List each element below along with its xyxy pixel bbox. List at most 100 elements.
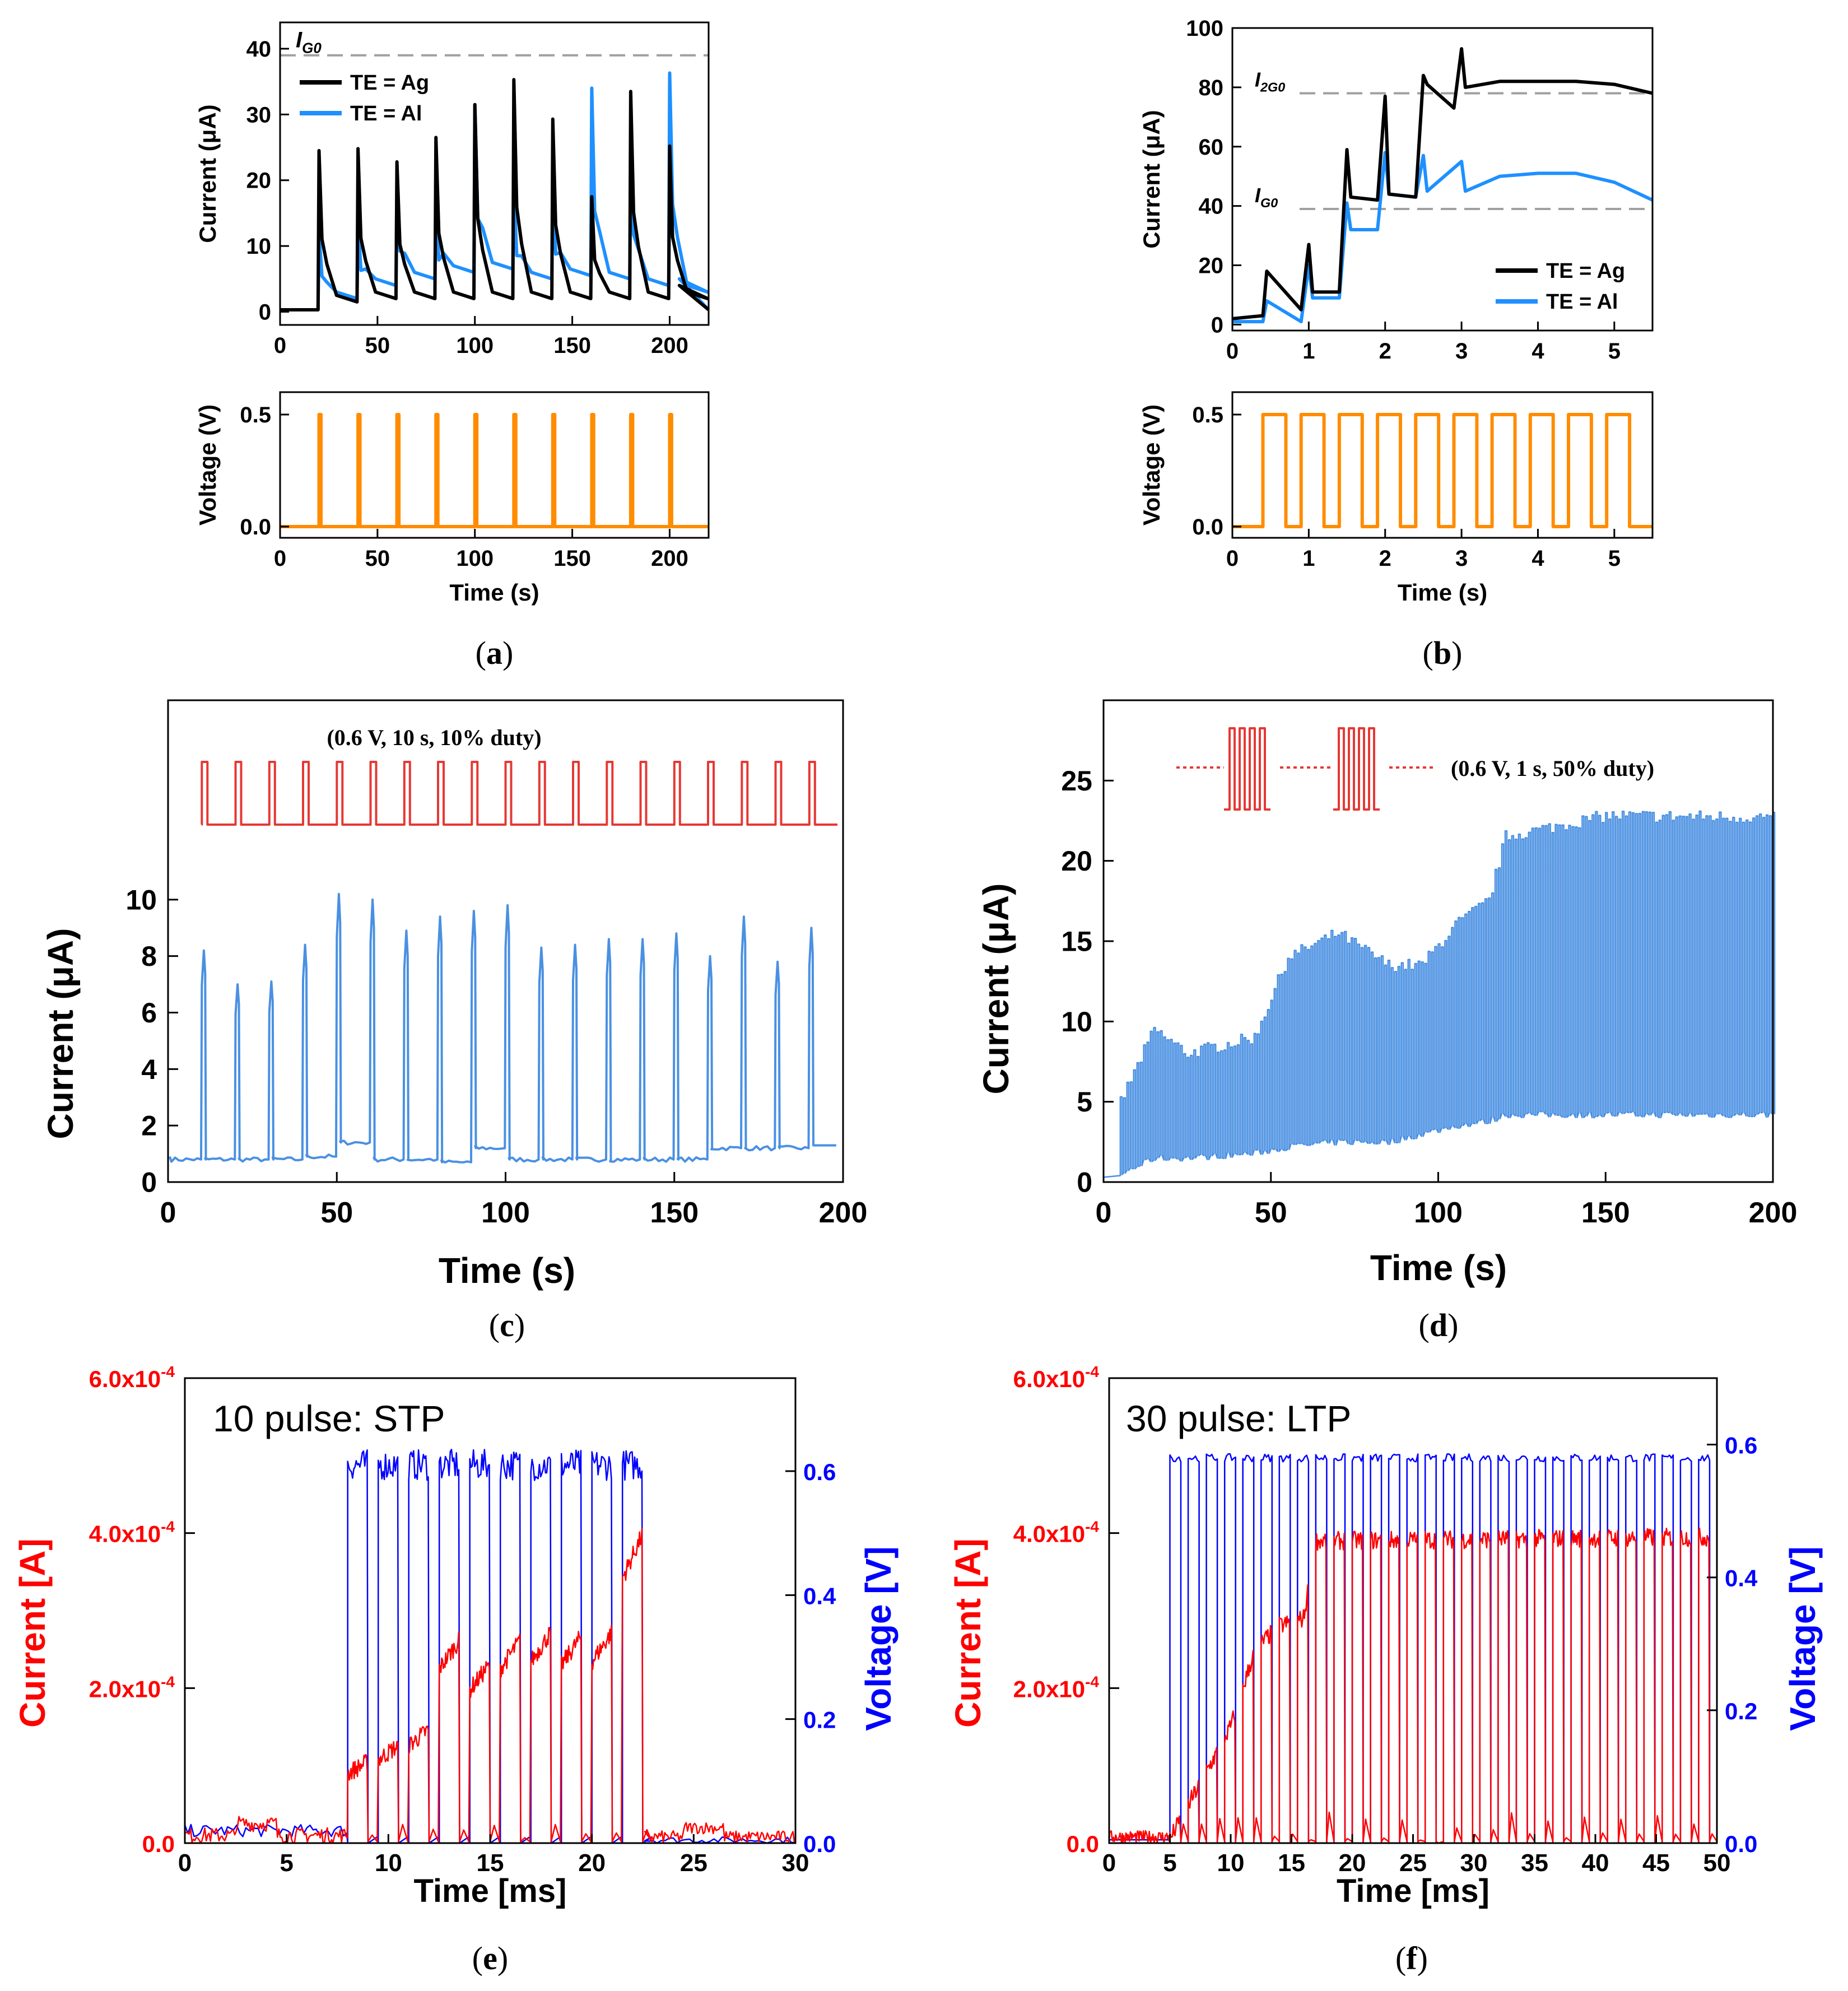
tick-mantissa: 0.0 bbox=[142, 1831, 175, 1857]
voltage-trace-line bbox=[184, 1449, 796, 1844]
tick-mantissa: 6.0x10 bbox=[89, 1366, 161, 1392]
x-tick-label: 100 bbox=[481, 1197, 530, 1229]
x-tick-label: 30 bbox=[1460, 1849, 1488, 1877]
y-right-tick-label: 0.6 bbox=[1725, 1432, 1757, 1459]
y-left-axis-label: Current [A] bbox=[12, 1538, 53, 1728]
tick-exponent: -4 bbox=[1085, 1518, 1099, 1536]
y-tick-label: 20 bbox=[1061, 845, 1092, 877]
y-tick-label: 80 bbox=[1199, 76, 1224, 100]
tick-exponent: -4 bbox=[1085, 1673, 1099, 1690]
x-tick-label: 150 bbox=[1581, 1197, 1630, 1229]
x-tick-label: 0 bbox=[1096, 1197, 1112, 1229]
y-right-tick-label: 0.0 bbox=[1725, 1831, 1757, 1857]
voltage-pulse-line bbox=[1232, 413, 1653, 528]
y-tick-label: 0.5 bbox=[1192, 403, 1223, 427]
y-tick-label: 0 bbox=[259, 300, 271, 325]
caption-paren: ( bbox=[472, 1940, 483, 1976]
y-right-tick-label: 0.2 bbox=[1725, 1698, 1757, 1724]
x-tick-label: 0 bbox=[274, 333, 286, 358]
caption-paren: ( bbox=[1419, 1307, 1430, 1343]
y-tick-label: 0.0 bbox=[240, 515, 271, 539]
panel-c: (0.6 V, 10 s, 10% duty) 0 50 100 150 200 0 2 4 6 8… bbox=[40, 699, 868, 1343]
panel-caption: (a) bbox=[476, 635, 514, 671]
y-left-tick-label: 6.0x10-4 bbox=[89, 1363, 175, 1392]
x-tick-label: 20 bbox=[1339, 1849, 1366, 1877]
y-right-tick-label: 0.4 bbox=[803, 1583, 836, 1609]
caption-paren: ) bbox=[514, 1307, 525, 1343]
y-left-tick-label: 2.0x10-4 bbox=[1013, 1673, 1100, 1702]
x-tick-label: 0 bbox=[1226, 339, 1239, 364]
x-tick-label: 20 bbox=[578, 1849, 606, 1877]
x-tick-label: 200 bbox=[819, 1197, 868, 1229]
ref-main: I bbox=[296, 28, 302, 53]
pulse-burst bbox=[1333, 727, 1380, 811]
tick-exponent: -4 bbox=[161, 1363, 175, 1380]
caption-letter: c bbox=[500, 1307, 514, 1343]
x-tick-label: 5 bbox=[1163, 1849, 1176, 1877]
y-right-axis-label: Voltage [V] bbox=[858, 1546, 899, 1731]
y-tick-label: 40 bbox=[1199, 194, 1224, 219]
ref-sub: 2G0 bbox=[1260, 80, 1285, 94]
y-axis-label: Voltage (V) bbox=[194, 404, 221, 525]
y-tick-label: 30 bbox=[246, 103, 272, 127]
caption-paren: ( bbox=[1423, 635, 1433, 671]
y-left-tick-label: 6.0x10-4 bbox=[1013, 1363, 1100, 1392]
b-top-frame bbox=[1231, 27, 1654, 332]
y-axis-label: Current (μA) bbox=[976, 883, 1016, 1095]
panel-caption: (b) bbox=[1423, 635, 1463, 671]
y-left-tick-label: 4.0x10-4 bbox=[89, 1518, 175, 1547]
tick-mantissa: 4.0x10 bbox=[1013, 1521, 1085, 1547]
legend-al-label: TE = Al bbox=[1546, 290, 1618, 314]
reference-label: I2G0 bbox=[1255, 68, 1285, 94]
x-tick-label: 0 bbox=[1102, 1849, 1116, 1877]
panel-caption: (e) bbox=[472, 1940, 508, 1976]
y-tick-label: 100 bbox=[1186, 16, 1223, 41]
ref-sub: G0 bbox=[302, 40, 322, 57]
x-tick-label: 10 bbox=[375, 1849, 402, 1877]
caption-paren: ( bbox=[476, 635, 486, 671]
x-tick-label: 3 bbox=[1455, 546, 1468, 571]
y-tick-label: 0 bbox=[141, 1167, 157, 1198]
y-left-tick-label: 0.0 bbox=[142, 1831, 175, 1857]
ref-main: I bbox=[1255, 184, 1261, 207]
x-tick-label: 5 bbox=[1608, 546, 1621, 571]
current-trace-line bbox=[1108, 1527, 1718, 1844]
y-tick-label: 0.5 bbox=[240, 403, 271, 427]
caption-paren: ) bbox=[502, 635, 513, 671]
tick-exponent: -4 bbox=[1085, 1363, 1099, 1380]
x-tick-label: 50 bbox=[1703, 1849, 1731, 1877]
y-tick-label: 5 bbox=[1077, 1086, 1092, 1118]
x-tick-label: 100 bbox=[1414, 1197, 1463, 1229]
x-axis-label: Time [ms] bbox=[1337, 1873, 1489, 1909]
x-tick-label: 50 bbox=[320, 1197, 353, 1229]
x-tick-label: 5 bbox=[280, 1849, 293, 1877]
y-left-tick-label: 0.0 bbox=[1067, 1831, 1099, 1857]
y-right-tick-label: 0.0 bbox=[803, 1831, 836, 1857]
y-right-axis-label: Voltage [V] bbox=[1782, 1546, 1823, 1731]
x-tick-label: 25 bbox=[680, 1849, 707, 1877]
x-tick-label: 0 bbox=[160, 1197, 176, 1229]
x-tick-label: 2 bbox=[1379, 339, 1391, 364]
pulse-annotation: (0.6 V, 10 s, 10% duty) bbox=[327, 725, 541, 750]
y-axis-label: Current (μA) bbox=[40, 928, 81, 1139]
panel-title: 10 pulse: STP bbox=[213, 1398, 445, 1439]
y-left-tick-label: 2.0x10-4 bbox=[89, 1673, 175, 1702]
x-tick-label: 3 bbox=[1455, 339, 1468, 364]
pulse-annotation: (0.6 V, 1 s, 50% duty) bbox=[1451, 756, 1654, 781]
x-tick-label: 50 bbox=[1255, 1197, 1287, 1229]
x-tick-label: 0 bbox=[1226, 546, 1239, 571]
y-right-tick-label: 0.4 bbox=[1725, 1565, 1758, 1592]
x-tick-label: 1 bbox=[1302, 339, 1315, 364]
y-axis-label: Voltage (V) bbox=[1138, 404, 1165, 525]
x-tick-label: 45 bbox=[1642, 1849, 1670, 1877]
caption-paren: ) bbox=[497, 1940, 508, 1976]
x-tick-label: 0 bbox=[178, 1849, 192, 1877]
y-tick-label: 0 bbox=[1211, 313, 1223, 337]
pulse-burst bbox=[1224, 727, 1270, 811]
ref-main: I bbox=[1255, 68, 1261, 91]
x-axis-label: Time (s) bbox=[1398, 579, 1487, 606]
legend-ag-label: TE = Ag bbox=[350, 71, 429, 95]
y-axis-label: Current (μA) bbox=[1138, 110, 1165, 248]
